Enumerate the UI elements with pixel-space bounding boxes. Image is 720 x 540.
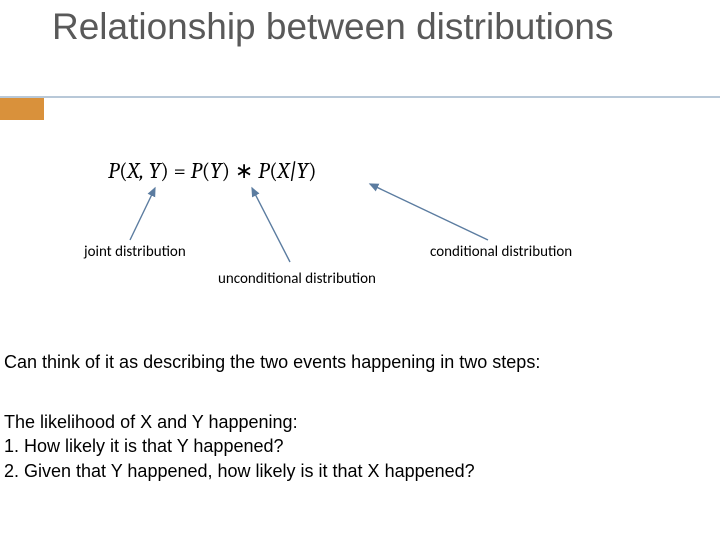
eq-r1-P: P [191, 158, 202, 184]
eq-r1-args: Y [210, 158, 222, 184]
step-2: 2. Given that Y happened, how likely is … [4, 459, 714, 483]
eq-r2-args: X|Y [278, 158, 308, 184]
label-unconditional: unconditional distribution [218, 270, 376, 288]
accent-block [0, 98, 44, 120]
eq-r2-P: P [258, 158, 269, 184]
step-1: 1. How likely it is that Y happened? [4, 434, 714, 458]
equation: P(X, Y) = P(Y) ∗ P(X|Y) [108, 158, 317, 184]
eq-r2-open: ( [269, 158, 277, 184]
eq-lhs-close: ) [160, 158, 168, 184]
eq-lhs-P: P [108, 158, 119, 184]
likelihood-intro: The likelihood of X and Y happening: [4, 410, 714, 434]
title-underline [0, 96, 720, 98]
eq-equals: = [169, 158, 191, 184]
eq-lhs-args: X, Y [127, 158, 160, 184]
eq-r1-close: ) [222, 158, 230, 184]
eq-r1-open: ( [202, 158, 210, 184]
title-block: Relationship between distributions [52, 6, 652, 49]
label-joint: joint distribution [84, 243, 186, 261]
body-sentence: Can think of it as describing the two ev… [4, 350, 720, 374]
eq-times: ∗ [230, 158, 258, 184]
eq-r2-close: ) [308, 158, 316, 184]
slide-title: Relationship between distributions [52, 6, 652, 49]
label-conditional: conditional distribution [430, 243, 572, 261]
body-steps: The likelihood of X and Y happening: 1. … [4, 410, 714, 483]
